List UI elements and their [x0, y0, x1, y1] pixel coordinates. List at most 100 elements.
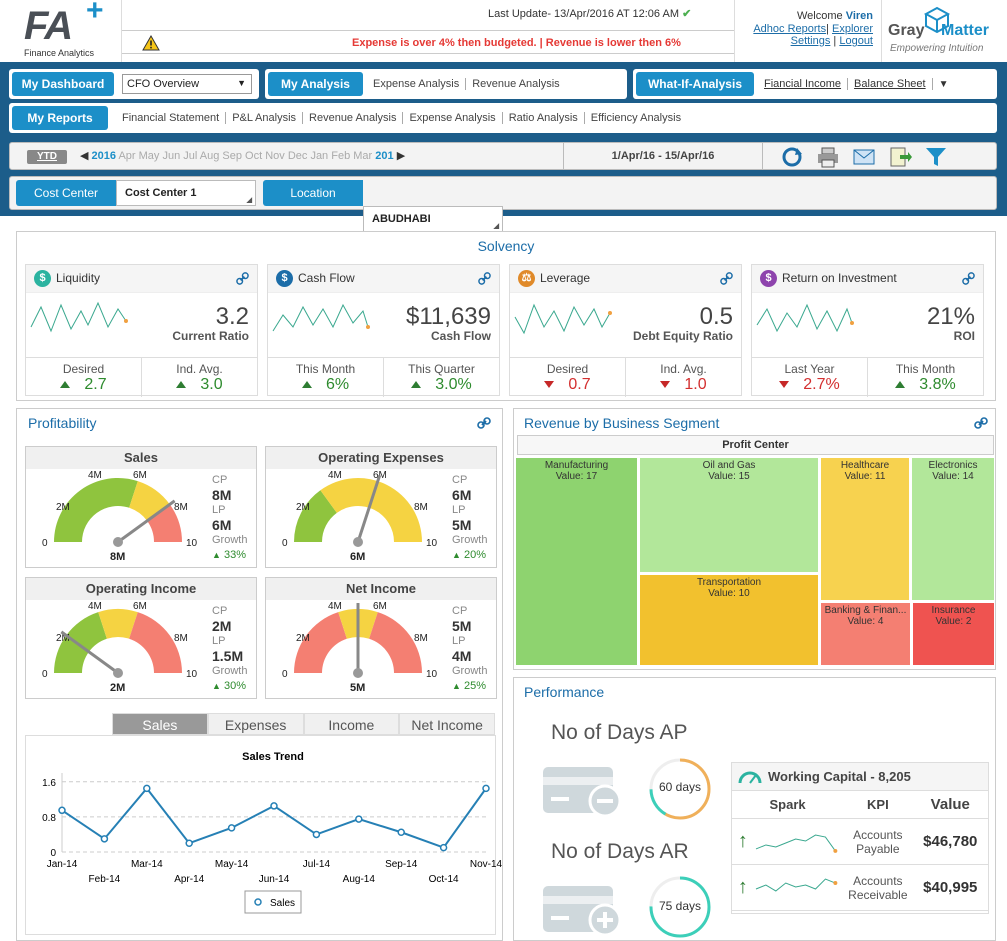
prev-arrow-icon[interactable]: ◀	[80, 150, 89, 162]
gauge-tick: 6M	[133, 470, 147, 481]
what-if-analysis-button[interactable]: What-If-Analysis	[636, 72, 754, 96]
refresh-icon[interactable]	[780, 146, 804, 168]
location-select[interactable]: ABUDHABI ◢	[363, 206, 503, 232]
data-point[interactable]	[482, 784, 490, 793]
my-analysis-button[interactable]: My Analysis	[268, 72, 363, 96]
logout-link[interactable]: Logout	[839, 35, 873, 47]
check-icon: ✔	[682, 8, 692, 20]
treemap-cell[interactable]: Insurance Value: 2	[912, 602, 995, 666]
profitability-title: Profitability	[28, 415, 97, 431]
treemap-cell[interactable]: Manufacturing Value: 17	[515, 457, 638, 666]
series-line	[61, 786, 487, 849]
financial-statement-link[interactable]: Financial Statement	[116, 112, 227, 124]
link-icon[interactable]	[477, 416, 491, 430]
my-reports-button[interactable]: My Reports	[12, 106, 108, 130]
period-slider[interactable]: ◀ 2016 Apr May Jun Jul Aug Sep Oct Nov D…	[80, 150, 406, 162]
link-icon[interactable]	[478, 272, 491, 285]
link-icon[interactable]	[962, 272, 975, 285]
ytd-button[interactable]: YTD	[27, 150, 67, 164]
gauge-tick: 0	[282, 669, 288, 680]
settings-link[interactable]: Settings	[790, 35, 831, 47]
my-dashboard-button[interactable]: My Dashboard	[12, 72, 114, 96]
adhoc-reports-link[interactable]: Adhoc Reports	[753, 22, 827, 35]
kpi-value: $46,780	[923, 833, 978, 850]
revenue-analysis-link[interactable]: Revenue Analysis	[472, 78, 560, 90]
link-icon[interactable]	[974, 416, 988, 430]
balance-sheet-link[interactable]: Balance Sheet	[848, 78, 933, 90]
gauge-tick: 2M	[296, 502, 310, 513]
data-point[interactable]	[227, 824, 236, 832]
financial-income-link[interactable]: Fiancial Income	[758, 78, 849, 90]
days-ap-ring	[649, 758, 711, 820]
wc-header: Working Capital - 8,205	[732, 763, 988, 791]
tab-expenses[interactable]: Expenses	[207, 713, 304, 735]
card-header: $ Cash Flow	[268, 265, 499, 293]
kpi-label: Debt Equity Ratio	[633, 329, 734, 343]
data-point[interactable]	[58, 806, 66, 815]
data-point[interactable]	[312, 830, 321, 839]
next-arrow-icon[interactable]: ▶	[396, 150, 406, 162]
tab-sales[interactable]: Sales	[112, 713, 208, 735]
dashboard-select[interactable]: CFO Overview ▼	[122, 74, 252, 94]
segment-value: Value: 17	[555, 471, 598, 482]
data-point[interactable]	[143, 784, 151, 793]
date-range: 1/Apr/16 - 15/Apr/16	[563, 142, 763, 170]
expense-analysis-link[interactable]: Expense Analysis	[367, 78, 467, 90]
gauge-title: Sales	[26, 447, 256, 469]
treemap-cell[interactable]: Healthcare Value: 11	[820, 457, 910, 601]
pl-analysis-link[interactable]: P&L Analysis	[226, 112, 304, 124]
print-icon[interactable]	[816, 146, 840, 168]
treemap-cell[interactable]: Electronics Value: 14	[911, 457, 995, 601]
data-point[interactable]	[270, 802, 278, 810]
footer-value: 2.7%	[752, 376, 867, 394]
wc-columns: Spark KPI Value	[732, 791, 988, 819]
link-icon[interactable]	[236, 272, 249, 285]
expense-analysis-report-link[interactable]: Expense Analysis	[403, 112, 503, 124]
data-point[interactable]	[185, 839, 193, 847]
growth-value: ▲ 33%	[212, 549, 247, 561]
kpi-value: 21%	[926, 303, 975, 330]
solvency-title: Solvency	[477, 238, 535, 254]
location-label: Location	[263, 180, 363, 206]
fa-logo[interactable]: FA + Finance Analytics	[0, 0, 122, 62]
kpi-value: 0.5	[699, 303, 733, 330]
gauge-stats: CP 5M LP 4M Growth ▲ 25%	[452, 604, 487, 694]
lp-label: LP	[452, 504, 466, 516]
legend[interactable]	[244, 890, 302, 914]
cash-flow-card: $ Cash Flow $11,639 Cash Flow This Month…	[267, 264, 500, 397]
filter-icon[interactable]	[924, 146, 948, 168]
analysis-nav: My Analysis Expense Analysis Revenue Ana…	[265, 69, 627, 99]
data-point[interactable]	[355, 815, 363, 823]
data-point[interactable]	[100, 835, 109, 843]
cp-value: 2M	[212, 618, 232, 634]
treemap-cell[interactable]: Banking & Finan... Value: 4	[820, 602, 911, 666]
up-arrow-icon	[176, 381, 187, 389]
chevron-down-icon[interactable]: ▼	[938, 78, 949, 90]
kpi-footer: Desired 0.7 Ind. Avg. 1.0	[510, 357, 741, 397]
up-arrow-icon	[411, 381, 422, 389]
email-icon[interactable]	[852, 146, 876, 168]
data-point[interactable]	[397, 828, 405, 836]
growth-label: Growth	[212, 665, 248, 677]
data-point[interactable]	[439, 843, 448, 852]
chevron-down-icon: ▼	[237, 78, 246, 88]
export-icon[interactable]	[888, 146, 912, 168]
revenue-analysis-report-link[interactable]: Revenue Analysis	[303, 112, 404, 124]
needle-pivot	[113, 668, 123, 678]
treemap-cell[interactable]: Oil and Gas Value: 15	[639, 457, 819, 573]
needle-pivot	[353, 537, 363, 547]
footer-col-1: Desired 0.7	[510, 358, 626, 397]
cost-center-select[interactable]: Cost Center 1 ◢	[116, 180, 256, 206]
ratio-analysis-link[interactable]: Ratio Analysis	[503, 112, 585, 124]
link-icon[interactable]	[720, 272, 733, 285]
tab-income[interactable]: Income	[303, 713, 400, 735]
explorer-link[interactable]: Explorer	[832, 22, 873, 35]
kpi-name: Accounts Payable	[853, 827, 903, 856]
gauge-needle	[356, 474, 382, 543]
footer-label: Last Year	[784, 362, 835, 376]
treemap-cell[interactable]: Transportation Value: 10	[639, 574, 819, 666]
tab-net-income[interactable]: Net Income	[399, 713, 495, 735]
col-spark: Spark	[769, 797, 806, 812]
efficiency-analysis-link[interactable]: Efficiency Analysis	[590, 112, 682, 124]
x-tick-label: Sep-14	[385, 859, 418, 870]
